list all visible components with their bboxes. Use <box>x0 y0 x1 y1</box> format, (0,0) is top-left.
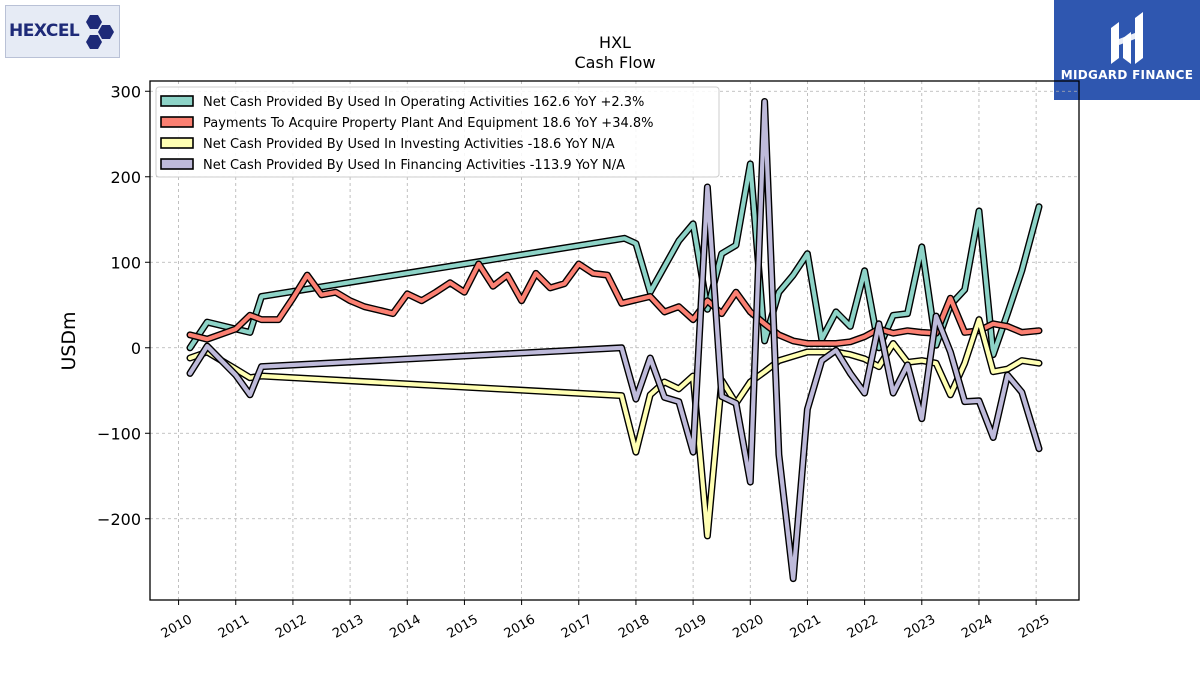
chart-subtitle: Cash Flow <box>574 53 655 72</box>
x-tick-label-0: 2010 <box>159 612 195 642</box>
y-tick-label-3: 0 <box>131 339 141 358</box>
legend-swatch-1 <box>160 116 194 128</box>
x-tick-label-13: 2023 <box>902 612 938 642</box>
hexcel-logo: HEXCEL <box>5 5 120 58</box>
hexagon-cluster-icon <box>86 15 114 49</box>
midgard-finance-logo: MIDGARD FINANCE <box>1054 0 1200 100</box>
y-tick-label-4: −100 <box>97 424 141 443</box>
legend-box <box>155 86 720 178</box>
x-tick-label-3: 2013 <box>330 612 366 642</box>
legend-swatch-3 <box>160 158 194 170</box>
x-tick-label-10: 2020 <box>730 612 766 642</box>
chart-title: HXL <box>599 33 631 52</box>
legend-label-3: Net Cash Provided By Used In Financing A… <box>203 158 625 173</box>
x-tick-label-1: 2011 <box>216 612 252 642</box>
series-line-2 <box>187 317 1042 538</box>
legend-swatch-2 <box>160 137 194 149</box>
legend-label-1: Payments To Acquire Property Plant And E… <box>203 116 654 131</box>
series-outline-0 <box>186 160 1043 359</box>
x-tick-label-4: 2014 <box>387 612 423 642</box>
series-layer <box>186 98 1043 583</box>
y-tick-label-2: 100 <box>110 253 141 272</box>
legend-label-0: Net Cash Provided By Used In Operating A… <box>203 95 644 110</box>
x-tick-label-2: 2012 <box>273 612 309 642</box>
x-tick-label-6: 2016 <box>502 612 538 642</box>
y-axis: 300 200 100 0 −100 −200 <box>97 82 150 529</box>
y-axis-label: USDm <box>58 311 80 370</box>
series-line-1 <box>187 261 1042 346</box>
legend-swatch-0 <box>160 95 194 107</box>
legend: Net Cash Provided By Used In Operating A… <box>155 86 720 178</box>
y-tick-label-0: 300 <box>110 82 141 101</box>
x-tick-label-15: 2025 <box>1016 612 1052 642</box>
x-axis: 2010 2011 2012 2013 2014 2015 2016 2017 2018 2019… <box>159 600 1052 642</box>
x-tick-label-5: 2015 <box>445 612 481 642</box>
x-tick-label-7: 2017 <box>559 612 595 642</box>
series-line-3 <box>187 99 1042 581</box>
plot-frame <box>149 80 1080 601</box>
x-tick-label-12: 2022 <box>845 612 881 642</box>
x-tick-label-14: 2024 <box>959 612 995 642</box>
x-tick-label-8: 2018 <box>616 612 652 642</box>
midgard-logo-text: MIDGARD FINANCE <box>1060 68 1194 82</box>
midgard-emblem-icon <box>1111 12 1143 64</box>
x-tick-label-11: 2021 <box>788 612 824 642</box>
series-outline-2 <box>186 316 1043 540</box>
x-tick-label-9: 2019 <box>673 612 709 642</box>
y-tick-label-5: −200 <box>97 510 141 529</box>
series-line-0 <box>187 161 1042 357</box>
hexcel-logo-text: HEXCEL <box>9 21 80 41</box>
y-tick-label-1: 200 <box>110 168 141 187</box>
legend-label-2: Net Cash Provided By Used In Investing A… <box>203 137 615 152</box>
